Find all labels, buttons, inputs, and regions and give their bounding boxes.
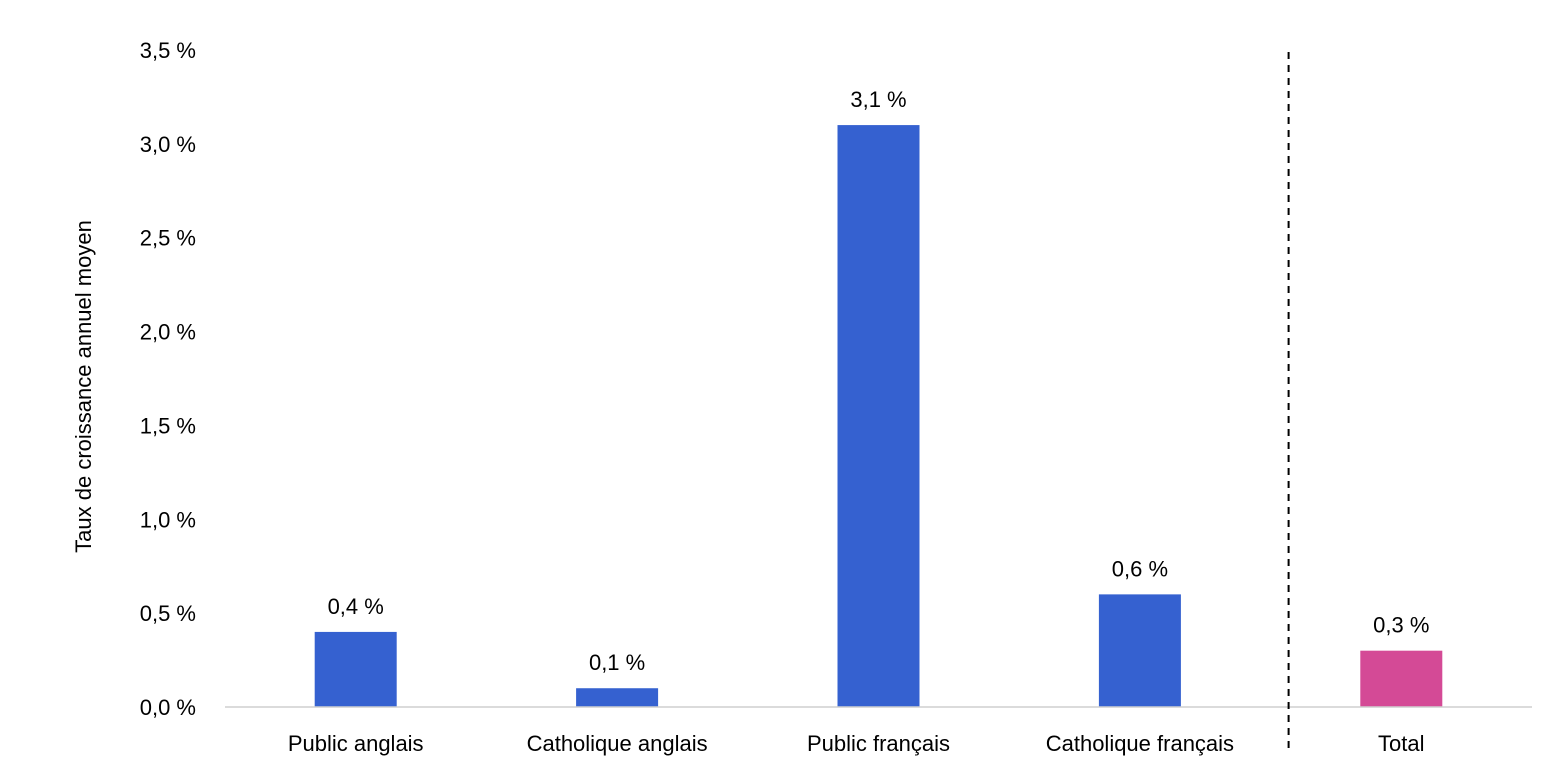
x-tick-label: Catholique français [1046,731,1234,756]
bar [837,125,920,708]
bar [1360,650,1443,707]
x-tick-label: Total [1378,731,1424,756]
y-tick-label: 0,0 % [140,695,196,720]
y-axis-title: Taux de croissance annuel moyen [71,220,96,553]
y-tick-label: 2,5 % [140,226,196,251]
value-labels-group: 0,4 % 0,1 % 3,1 % 0,6 % 0,3 % [328,87,1430,675]
y-tick-label: 0,5 % [140,601,196,626]
data-label: 0,4 % [328,594,384,619]
data-label: 3,1 % [850,87,906,112]
y-axis-ticks: 0,0 % 0,5 % 1,0 % 1,5 % 2,0 % 2,5 % 3,0 % 3,5 % [140,38,196,720]
x-axis-tick-labels: Public anglais Catholique anglais Public f… [288,731,1425,756]
y-tick-label: 3,5 % [140,38,196,63]
data-label: 0,6 % [1112,556,1168,581]
y-tick-label: 1,5 % [140,413,196,438]
bar [576,688,659,707]
x-tick-label: Public français [807,731,950,756]
data-label: 0,3 % [1373,613,1429,638]
y-tick-label: 1,0 % [140,507,196,532]
bars-group [314,125,1443,708]
bar [314,631,397,707]
y-tick-label: 2,0 % [140,320,196,345]
y-tick-label: 3,0 % [140,132,196,157]
data-label: 0,1 % [589,650,645,675]
x-tick-label: Catholique anglais [527,731,708,756]
x-tick-label: Public anglais [288,731,424,756]
bar [1098,594,1181,707]
